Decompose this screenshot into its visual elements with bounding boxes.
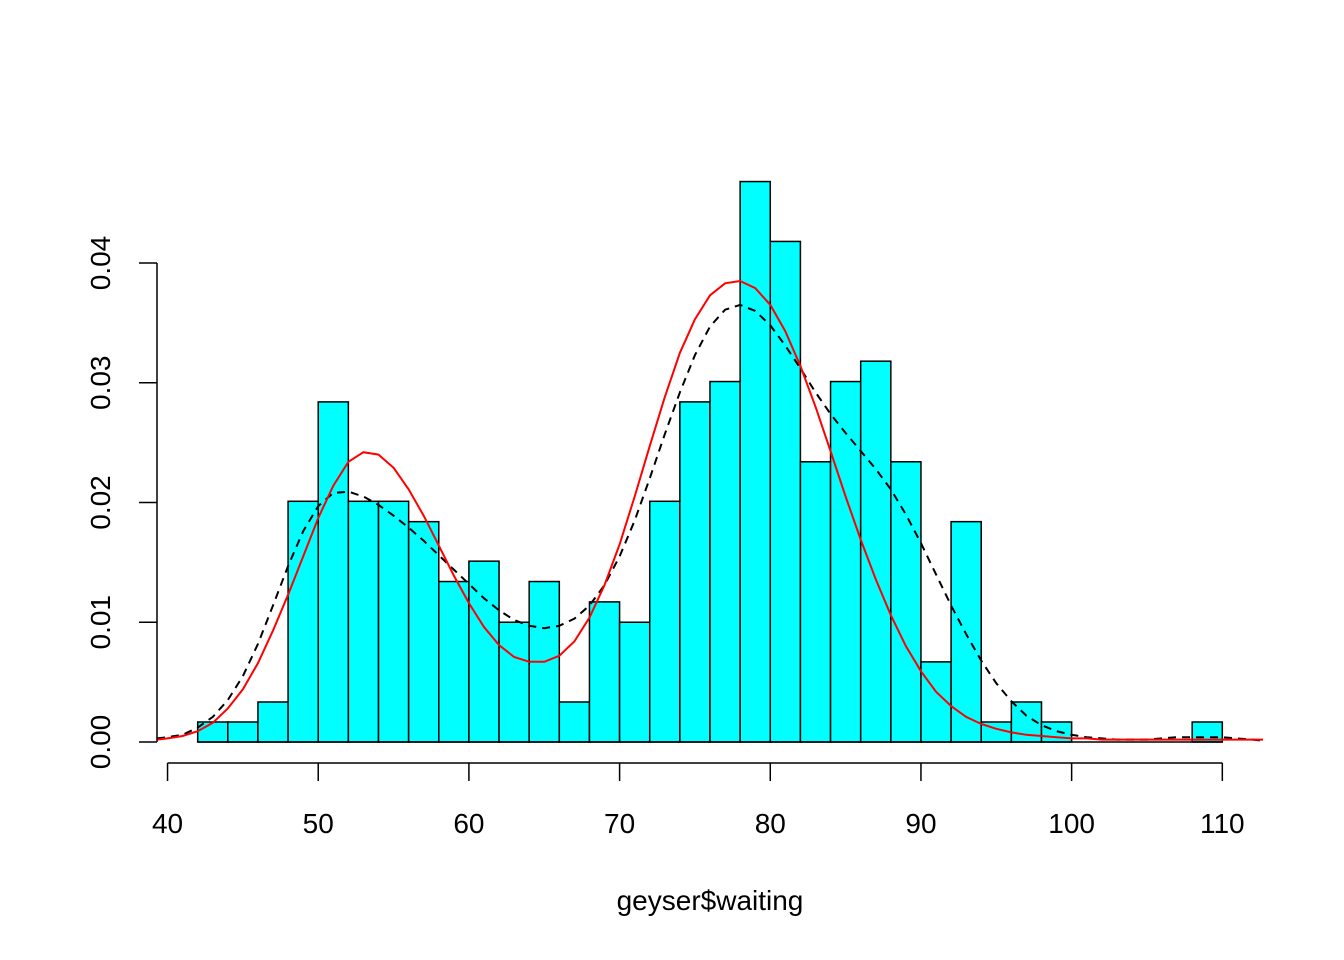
x-tick-label: 100 [1048, 808, 1095, 839]
histogram-bar [407, 520, 440, 743]
x-axis-label: geyser$waiting [617, 885, 804, 916]
y-tick-label: 0.03 [85, 355, 116, 410]
x-tick-label: 60 [453, 808, 484, 839]
histogram-bar [709, 380, 741, 743]
density-curve-dashed [156, 303, 1264, 742]
histogram-bar [287, 500, 319, 743]
y-tick-label: 0.04 [85, 236, 116, 291]
y-tick-label: 0.02 [85, 475, 116, 530]
histogram-bar [648, 500, 681, 743]
y-tick-label: 0.01 [85, 595, 116, 650]
x-tick-label: 110 [1200, 808, 1245, 839]
histogram-bar [588, 601, 621, 743]
density-curve-solid [156, 279, 1263, 741]
density-curves [156, 279, 1264, 742]
x-tick-label: 80 [755, 808, 786, 839]
x-axis: 40 50 60 70 80 90 100 110 [152, 762, 1245, 839]
x-tick-label: 70 [604, 808, 635, 839]
histogram-bar [347, 500, 380, 743]
histogram-bar [890, 461, 922, 743]
x-tick-label: 90 [905, 808, 936, 839]
histogram-bar [468, 560, 500, 743]
histogram-bar [438, 580, 470, 743]
histogram-bar [679, 401, 711, 743]
histogram-bar [618, 621, 651, 743]
y-tick-label: 0.00 [85, 715, 116, 770]
histogram-bar [377, 500, 410, 743]
histogram-bars [196, 180, 1224, 743]
y-axis: 0.00 0.01 0.02 0.03 0.04 [85, 236, 158, 770]
histogram-bar [829, 380, 862, 743]
histogram-bar [769, 240, 802, 743]
x-tick-label: 40 [152, 808, 183, 839]
histogram-bar [739, 180, 772, 743]
histogram-bar [498, 621, 530, 743]
histogram-bar [317, 401, 350, 743]
histogram-bar [558, 701, 591, 743]
x-tick-label: 50 [303, 808, 334, 839]
histogram-bar [799, 461, 832, 743]
histogram-bar [257, 701, 289, 743]
histogram-bar [227, 721, 259, 743]
